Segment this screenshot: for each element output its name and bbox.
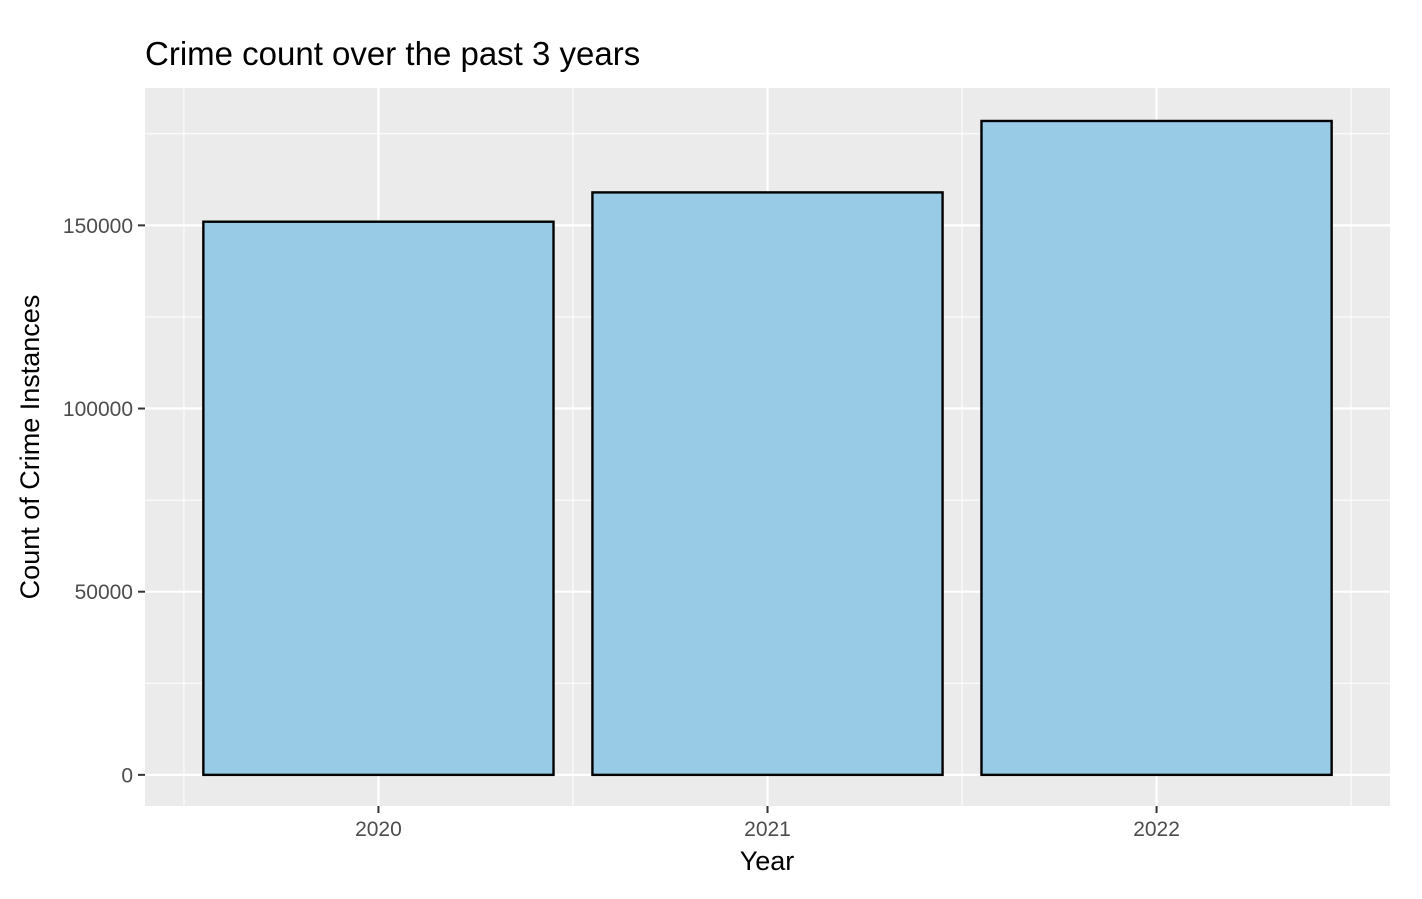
x-axis-title: Year: [740, 846, 795, 876]
x-tick-label: 2021: [744, 818, 791, 841]
y-tick-label: 0: [121, 764, 133, 787]
x-tick-label: 2022: [1133, 818, 1180, 841]
chart-title: Crime count over the past 3 years: [145, 35, 640, 72]
y-tick-label: 150000: [63, 215, 133, 238]
bar: [591, 191, 944, 777]
y-axis-title: Count of Crime Instances: [15, 295, 45, 600]
bars: [202, 119, 1333, 777]
bar: [202, 220, 555, 777]
y-tick-label: 100000: [63, 398, 133, 421]
y-axis: 0 50000 100000 150000: [63, 215, 145, 787]
x-axis: 2020 2021 2022: [355, 806, 1180, 841]
x-tick-label: 2020: [355, 818, 402, 841]
bar: [980, 119, 1333, 777]
y-tick-label: 50000: [75, 581, 133, 604]
